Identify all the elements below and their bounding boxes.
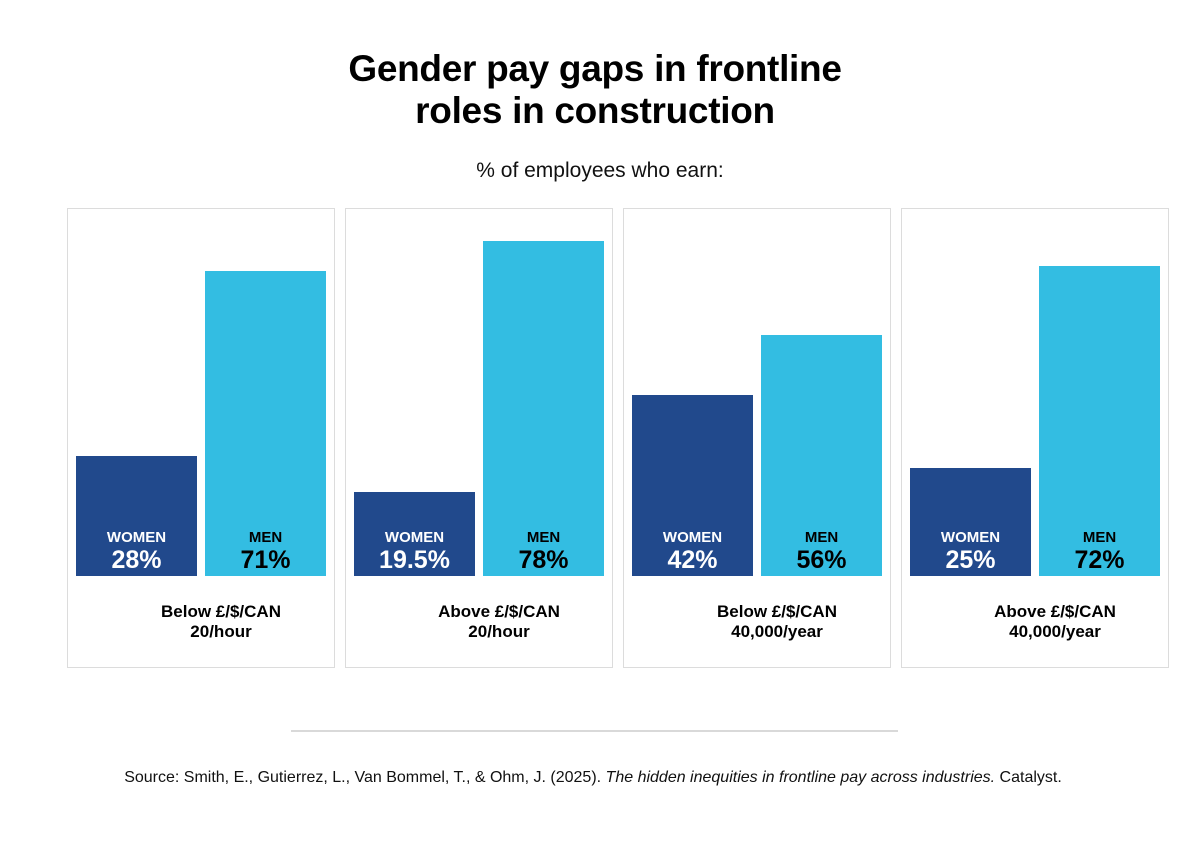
category-label-line-1: Above £/$/CAN (438, 602, 560, 621)
chart-panel: WOMEN 28% MEN 71% Below £/$/CAN 20/hour (67, 208, 335, 668)
category-label-line-2: 20/hour (468, 622, 530, 641)
bar-women: WOMEN 19.5% (354, 492, 475, 576)
category-label-line-1: Below £/$/CAN (161, 602, 281, 621)
bar-value-label: 19.5% (379, 546, 450, 574)
chart-title: Gender pay gaps in frontline roles in co… (0, 48, 1190, 132)
category-label: Below £/$/CAN 20/hour (108, 602, 334, 642)
category-label-line-1: Above £/$/CAN (994, 602, 1116, 621)
bar-value-label: 56% (796, 546, 847, 574)
bar-series-label: WOMEN (384, 529, 445, 546)
category-label-line-1: Below £/$/CAN (717, 602, 837, 621)
bar-series-label: WOMEN (106, 529, 167, 546)
bar-series-label: MEN (804, 529, 839, 546)
bar-women: WOMEN 28% (76, 456, 197, 576)
chart-panel: WOMEN 25% MEN 72% Above £/$/CAN 40,000/year (901, 208, 1169, 668)
chart-title-line-2: roles in construction (415, 90, 775, 131)
bar-series-label: WOMEN (662, 529, 723, 546)
bar-value-label: 28% (111, 546, 162, 574)
category-label: Above £/$/CAN 40,000/year (942, 602, 1168, 642)
source-suffix: Catalyst. (995, 769, 1062, 786)
bar-value-label: 78% (518, 546, 569, 574)
category-label-line-2: 40,000/year (731, 622, 823, 641)
chart-panel: WOMEN 19.5% MEN 78% Above £/$/CAN 20/hour (345, 208, 613, 668)
category-label-line-2: 40,000/year (1009, 622, 1101, 641)
bar-men: MEN 71% (205, 271, 326, 576)
bar-value-label: 42% (667, 546, 718, 574)
bar-women: WOMEN 42% (632, 395, 753, 576)
category-label-line-2: 20/hour (190, 622, 252, 641)
bar-value-label: 25% (945, 546, 996, 574)
bar-value-label: 72% (1074, 546, 1125, 574)
bar-men: MEN 78% (483, 241, 604, 576)
bar-men: MEN 56% (761, 335, 882, 576)
bar-series-label: MEN (248, 529, 283, 546)
bar-women: WOMEN 25% (910, 468, 1031, 576)
chart-subtitle: % of employees who earn: (476, 159, 724, 182)
divider (291, 730, 898, 732)
bar-series-label: MEN (526, 529, 561, 546)
bar-men: MEN 72% (1039, 266, 1160, 576)
chart-panel: WOMEN 42% MEN 56% Below £/$/CAN 40,000/year (623, 208, 891, 668)
source-title: The hidden inequities in frontline pay a… (605, 769, 996, 786)
bar-series-label: MEN (1082, 529, 1117, 546)
source-citation: Source: Smith, E., Gutierrez, L., Van Bo… (0, 768, 1186, 788)
category-label: Above £/$/CAN 20/hour (386, 602, 612, 642)
chart-title-line-1: Gender pay gaps in frontline (348, 48, 842, 89)
bar-value-label: 71% (240, 546, 291, 574)
bar-series-label: WOMEN (940, 529, 1001, 546)
category-label: Below £/$/CAN 40,000/year (664, 602, 890, 642)
source-prefix: Source: Smith, E., Gutierrez, L., Van Bo… (124, 769, 606, 786)
